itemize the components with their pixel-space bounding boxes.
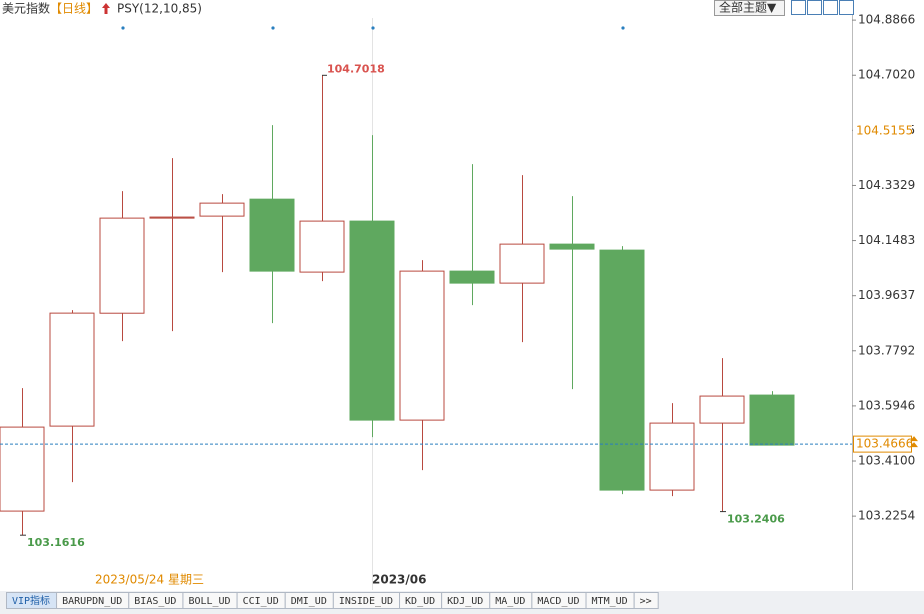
candle-body: [549, 243, 595, 250]
level-box: [853, 122, 912, 140]
tool-button[interactable]: [807, 0, 822, 15]
tab-label[interactable]: INSIDE_UD: [339, 596, 393, 607]
y-tick-label: 103.5946: [858, 398, 915, 412]
y-tick-label: 104.3329: [858, 178, 915, 192]
candle-body: [449, 270, 495, 284]
low-annotation: 103.2406: [727, 513, 785, 526]
tool-button[interactable]: [791, 0, 806, 15]
candle-body: [699, 395, 745, 424]
y-tick-label: 104.1483: [858, 233, 915, 247]
tab[interactable]: [633, 592, 659, 609]
indicator-arrow: [102, 3, 110, 14]
tab-label[interactable]: DMI_UD: [291, 596, 327, 607]
theme-button[interactable]: [714, 0, 785, 16]
low-annotation: 103.1616: [27, 536, 85, 549]
tab-label[interactable]: KDJ_UD: [447, 596, 483, 607]
candle-body: [349, 220, 395, 421]
candle-body: [749, 394, 795, 446]
candle-body: [99, 217, 145, 314]
y-tick-label: 104.7020: [858, 68, 915, 82]
event-dot: [371, 26, 375, 30]
period: 【日线】: [50, 2, 98, 16]
title: 美元指数: [2, 1, 50, 16]
tab-label[interactable]: MTM_UD: [592, 596, 628, 607]
tab-label[interactable]: CCI_UD: [243, 596, 279, 607]
high-annotation: 104.7018: [327, 62, 385, 75]
y-tick-label: 103.7792: [858, 343, 915, 357]
last-price-arrow: [910, 436, 918, 448]
tab-label[interactable]: VIP指标: [12, 594, 50, 607]
last-price-label: 103.4666: [856, 437, 913, 451]
theme-button-label[interactable]: 全部主题▼: [719, 0, 777, 15]
candle-body: [299, 220, 345, 273]
event-dot: [121, 26, 125, 30]
tab-label[interactable]: MA_UD: [495, 596, 525, 607]
candle-body: [499, 243, 545, 284]
tool-button[interactable]: [839, 0, 854, 15]
candle-body: [599, 249, 645, 491]
y-tick-label: 103.9637: [858, 288, 915, 302]
candle-body: [149, 216, 195, 219]
candle-body: [0, 426, 45, 512]
tab-label[interactable]: BIAS_UD: [134, 596, 176, 607]
candle-body: [199, 202, 245, 217]
toolbar: [791, 0, 854, 15]
tab-label[interactable]: KD_UD: [405, 596, 435, 607]
y-tick-label: 103.4100: [858, 454, 915, 468]
crosshair-date: 2023/05/24 星期三: [95, 573, 204, 587]
tab-label[interactable]: MACD_UD: [537, 596, 579, 607]
plot: 103.2254 103.4100 103.5946 103.7792 103.9637…: [0, 13, 918, 587]
last-price-box: [853, 435, 912, 453]
candle-body: [49, 312, 95, 427]
y-tick-label: 103.2254: [858, 509, 915, 523]
tabs: VIP指标 BARUPDN_UD BIAS_UD BOLL_UD CCI_UD DMI_U…: [6, 592, 659, 609]
tool-button[interactable]: [823, 0, 838, 15]
candle-body: [649, 422, 695, 491]
y-tick-label: 104.8866: [858, 13, 915, 27]
markers: [121, 26, 625, 30]
x-tick-label: 2023/06: [372, 573, 426, 587]
event-dot: [271, 26, 275, 30]
tab-label[interactable]: BOLL_UD: [188, 596, 230, 607]
level-label: 104.5155: [856, 123, 913, 137]
event-dot: [621, 26, 625, 30]
candle-body: [399, 270, 445, 421]
indicator: PSY(12,10,85): [117, 2, 202, 16]
candle-body: [249, 198, 295, 272]
tab-label[interactable]: BARUPDN_UD: [62, 596, 122, 607]
tab-label[interactable]: >>: [640, 596, 652, 607]
